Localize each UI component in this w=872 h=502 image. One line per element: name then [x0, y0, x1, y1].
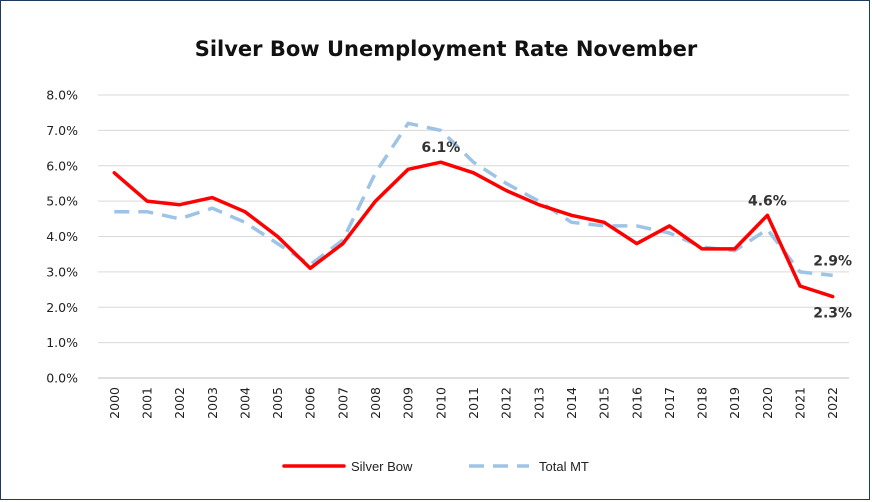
y-tick-label: 8.0% — [46, 88, 78, 103]
y-tick-label: 2.0% — [46, 300, 78, 315]
x-tick-label: 2002 — [172, 387, 187, 419]
data-label: 2.3% — [813, 306, 852, 322]
x-tick-label: 2009 — [401, 387, 416, 419]
chart-title: Silver Bow Unemployment Rate November — [195, 37, 698, 61]
data-label: 4.6% — [748, 193, 787, 209]
x-tick-label: 2017 — [662, 387, 677, 419]
x-tick-label: 2013 — [531, 387, 546, 419]
y-tick-label: 7.0% — [46, 123, 78, 138]
x-tick-label: 2007 — [335, 387, 350, 419]
x-tick-label: 2008 — [368, 387, 383, 419]
x-tick-label: 2022 — [825, 387, 840, 419]
y-tick-label: 6.0% — [46, 158, 78, 173]
legend: Silver Bow Total MT — [282, 459, 589, 474]
grid-layer — [98, 94, 849, 379]
x-tick-label: 2011 — [466, 387, 481, 419]
x-tick-label: 2001 — [139, 387, 154, 419]
legend-label-silver-bow: Silver Bow — [351, 459, 413, 474]
x-tick-label: 2016 — [629, 387, 644, 419]
y-tick-label: 4.0% — [46, 229, 78, 244]
series-layer — [112, 121, 835, 299]
x-tick-label: 2020 — [760, 387, 775, 419]
x-tick-label: 2005 — [270, 387, 285, 419]
y-tick-label: 5.0% — [46, 194, 78, 209]
x-tick-label: 2015 — [597, 387, 612, 419]
x-tick-label: 2006 — [303, 387, 318, 419]
data-labels: 6.1% 4.6% 2.9% 2.3% — [421, 140, 852, 321]
y-tick-label: 3.0% — [46, 264, 78, 279]
series-line-silver-bow — [112, 160, 835, 299]
y-tick-label: 0.0% — [46, 371, 78, 386]
y-axis: 0.0% 1.0% 2.0% 3.0% 4.0% 5.0% 6.0% 7.0% 8.0% — [46, 88, 78, 386]
x-tick-label: 2014 — [564, 387, 579, 419]
x-tick-label: 2003 — [205, 387, 220, 419]
x-tick-label: 2004 — [237, 387, 252, 419]
x-axis: 2000 2001 2002 2003 2004 2005 2006 2007 2008 2009… — [107, 387, 840, 419]
data-label: 6.1% — [421, 140, 460, 156]
x-tick-label: 2010 — [433, 387, 448, 419]
x-tick-label: 2000 — [107, 387, 122, 419]
x-tick-label: 2018 — [695, 387, 710, 419]
data-label: 2.9% — [813, 253, 852, 269]
series-line-total-mt — [114, 121, 833, 278]
x-tick-label: 2021 — [793, 387, 808, 419]
legend-label-total-mt: Total MT — [539, 459, 589, 474]
y-tick-label: 1.0% — [46, 335, 78, 350]
x-tick-label: 2019 — [727, 387, 742, 419]
x-tick-label: 2012 — [499, 387, 514, 419]
